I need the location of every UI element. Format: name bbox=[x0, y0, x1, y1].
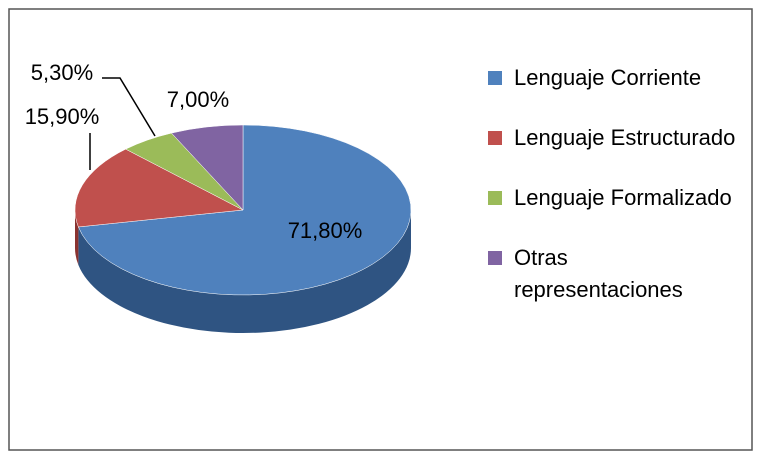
legend: Lenguaje Corriente Lenguaje Estructurado L… bbox=[488, 62, 738, 334]
data-label: 7,00% bbox=[167, 87, 229, 112]
legend-swatch bbox=[488, 191, 502, 205]
legend-item: Otras representaciones bbox=[488, 242, 738, 306]
legend-label: Otras representaciones bbox=[514, 245, 683, 302]
leader-line bbox=[102, 77, 156, 137]
data-label: 71,80% bbox=[288, 218, 363, 243]
legend-item: Lenguaje Formalizado bbox=[488, 182, 738, 214]
legend-label: Lenguaje Estructurado bbox=[514, 125, 736, 150]
slice-side bbox=[75, 210, 79, 265]
slice bbox=[170, 124, 244, 211]
legend-swatch bbox=[488, 131, 502, 145]
data-label: 5,30% bbox=[31, 60, 93, 85]
legend-swatch bbox=[488, 251, 502, 265]
slice bbox=[74, 148, 244, 228]
slice-side bbox=[78, 210, 412, 333]
data-label: 15,90% bbox=[25, 104, 100, 129]
legend-item: Lenguaje Estructurado bbox=[488, 122, 738, 154]
legend-label: Lenguaje Formalizado bbox=[514, 185, 732, 210]
legend-swatch bbox=[488, 71, 502, 85]
legend-label: Lenguaje Corriente bbox=[514, 65, 702, 90]
legend-item: Lenguaje Corriente bbox=[488, 62, 738, 94]
slice bbox=[78, 124, 412, 296]
